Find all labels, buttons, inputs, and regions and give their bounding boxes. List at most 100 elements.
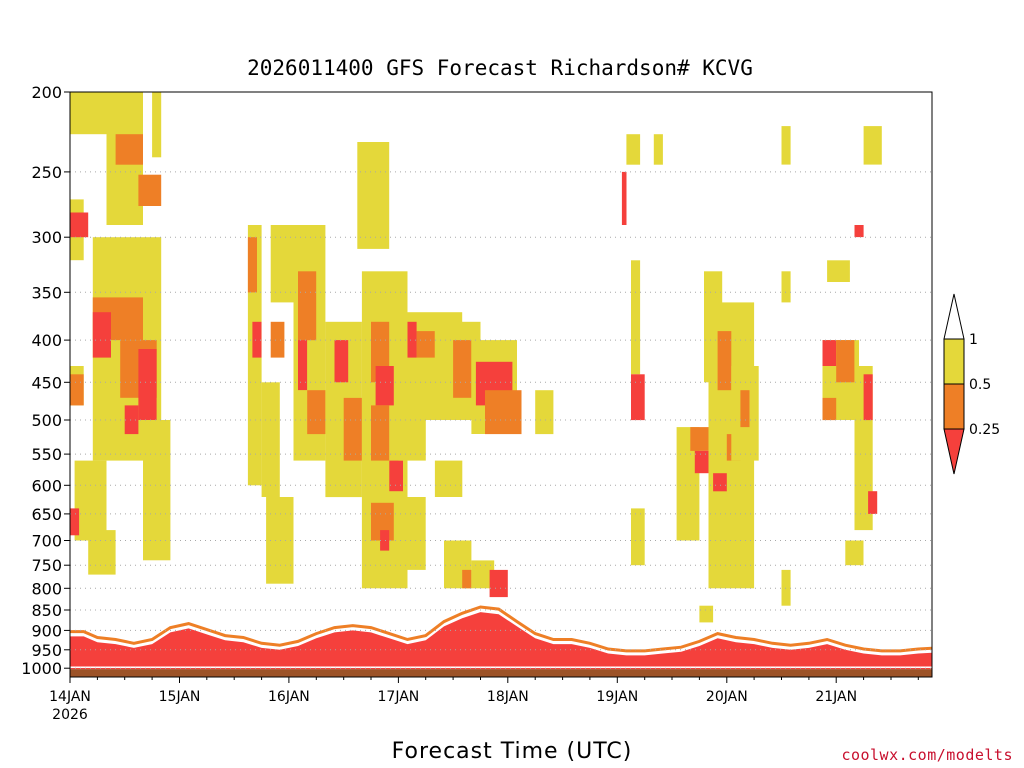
ri-region-55 bbox=[489, 569, 508, 598]
y-tick-label-950: 950 bbox=[31, 641, 62, 660]
x-axis-ticks: 14JAN 15JAN 16JAN 17JAN 18JAN 19JAN 20JAN 21JAN bbox=[49, 677, 919, 705]
ri-region-39 bbox=[380, 530, 390, 551]
x-tick-label-17JAN: 17JAN bbox=[378, 689, 420, 705]
x-tick-label-16JAN: 16JAN bbox=[268, 689, 310, 705]
y-tick-label-550: 550 bbox=[31, 445, 62, 464]
x-tick-label-18JAN: 18JAN bbox=[487, 689, 529, 705]
ri-region-63 bbox=[676, 427, 700, 541]
ri-region-77 bbox=[827, 260, 850, 282]
ri-region-10 bbox=[138, 349, 157, 420]
y-tick-label-250: 250 bbox=[31, 163, 62, 182]
ri-region-62 bbox=[653, 134, 663, 165]
y-tick-label-850: 850 bbox=[31, 601, 62, 620]
legend-label-1: 1 bbox=[969, 332, 978, 348]
y-tick-label-300: 300 bbox=[31, 228, 62, 247]
ri-region-69 bbox=[713, 473, 727, 492]
ri-region-37 bbox=[371, 405, 390, 461]
y-tick-label-600: 600 bbox=[31, 476, 62, 495]
x-start-year: 2026 bbox=[52, 707, 88, 723]
ri-region-44 bbox=[416, 331, 435, 358]
ri-region-20 bbox=[247, 237, 257, 293]
ri-region-79 bbox=[822, 340, 837, 366]
boundary-layer-top bbox=[70, 605, 932, 653]
ri-region-81 bbox=[822, 397, 837, 421]
x-tick-label-19JAN: 19JAN bbox=[596, 689, 638, 705]
ri-region-47 bbox=[453, 340, 472, 398]
ri-region-16 bbox=[88, 530, 116, 575]
colorbar-legend: 1 0.5 0.25 bbox=[943, 293, 1000, 475]
ri-region-85 bbox=[863, 374, 873, 421]
ri-region-11 bbox=[124, 405, 139, 435]
ri-region-74 bbox=[781, 271, 791, 303]
y-tick-label-650: 650 bbox=[31, 505, 62, 524]
ri-region-54 bbox=[471, 560, 495, 589]
ri-region-59 bbox=[631, 260, 641, 375]
ri-region-22 bbox=[261, 382, 280, 497]
x-tick-label-20JAN: 20JAN bbox=[706, 689, 748, 705]
y-tick-label-700: 700 bbox=[31, 532, 62, 551]
ri-region-65 bbox=[694, 450, 709, 474]
ri-region-58 bbox=[621, 171, 627, 225]
legend-label-0-25: 0.25 bbox=[969, 422, 1000, 438]
ri-region-40 bbox=[389, 460, 403, 492]
y-tick-label-750: 750 bbox=[31, 556, 62, 575]
ri-region-14 bbox=[74, 460, 107, 541]
ri-region-15 bbox=[70, 508, 80, 536]
plot-frame bbox=[69, 91, 933, 678]
ri-region-64 bbox=[690, 427, 709, 451]
ri-region-29 bbox=[307, 390, 326, 435]
ri-region-2 bbox=[115, 134, 143, 165]
ri-region-53 bbox=[462, 569, 472, 589]
ri-region-57 bbox=[626, 134, 641, 165]
y-axis-ticks: 200 250 300 350 400 450 500 550 600 650 700 750 800 8… bbox=[21, 83, 70, 678]
ri-region-25 bbox=[270, 321, 285, 358]
x-tick-label-21JAN: 21JAN bbox=[815, 689, 857, 705]
legend-swatch-yellow bbox=[943, 338, 965, 385]
ri-region-51 bbox=[434, 460, 463, 497]
ri-region-56 bbox=[535, 390, 554, 435]
ri-region-72 bbox=[740, 390, 750, 428]
x-tick-label-14JAN: 14JAN bbox=[49, 689, 91, 705]
y-tick-label-450: 450 bbox=[31, 373, 62, 392]
legend-triangle-bottom bbox=[943, 428, 965, 475]
legend-triangle-top bbox=[943, 293, 965, 340]
ri-region-17 bbox=[143, 420, 171, 561]
ri-region-87 bbox=[845, 540, 864, 566]
ri-region-41 bbox=[393, 497, 426, 570]
ri-region-8 bbox=[92, 312, 111, 358]
ri-region-75 bbox=[781, 126, 791, 165]
ri-region-86 bbox=[868, 491, 878, 514]
ri-region-32 bbox=[343, 397, 362, 461]
ri-region-0 bbox=[70, 92, 107, 135]
y-tick-label-200: 200 bbox=[31, 83, 62, 102]
y-tick-label-800: 800 bbox=[31, 579, 62, 598]
ri-region-61 bbox=[631, 508, 645, 566]
ri-region-76 bbox=[781, 569, 791, 606]
ri-region-80 bbox=[836, 340, 855, 383]
y-tick-label-350: 350 bbox=[31, 283, 62, 302]
ri-region-33 bbox=[357, 142, 390, 249]
credit-text: coolwx.com/modelts bbox=[841, 746, 1013, 764]
x-tick-label-15JAN: 15JAN bbox=[159, 689, 201, 705]
ri-region-68 bbox=[717, 331, 732, 391]
y-tick-label-1000: 1000 bbox=[21, 659, 62, 678]
boundary-layer-band bbox=[70, 612, 932, 670]
ri-region-3 bbox=[138, 174, 162, 206]
ri-region-13 bbox=[70, 374, 84, 406]
ri-region-60 bbox=[631, 374, 645, 421]
ri-region-18 bbox=[152, 92, 162, 158]
ri-region-5 bbox=[70, 212, 89, 238]
ri-region-73 bbox=[699, 605, 714, 623]
y-tick-label-900: 900 bbox=[31, 621, 62, 640]
ground-layer bbox=[70, 669, 932, 677]
y-tick-label-400: 400 bbox=[31, 331, 62, 350]
legend-label-0-5: 0.5 bbox=[969, 377, 991, 393]
heatmap-layer bbox=[70, 92, 932, 677]
ri-region-28 bbox=[298, 340, 308, 391]
x-axis-label: Forecast Time (UTC) bbox=[392, 739, 633, 764]
ri-region-45 bbox=[407, 321, 417, 358]
ri-region-36 bbox=[375, 366, 394, 406]
y-tick-label-500: 500 bbox=[31, 411, 62, 430]
chart-title: 2026011400 GFS Forecast Richardson# KCVG bbox=[247, 56, 753, 80]
